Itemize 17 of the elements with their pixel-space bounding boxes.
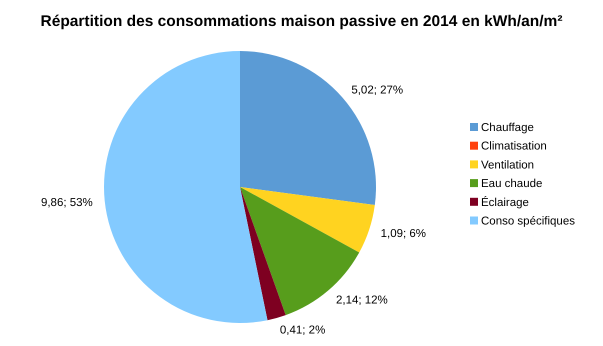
legend-label: Eau chaude xyxy=(481,178,542,190)
pie-slice xyxy=(240,187,360,316)
legend-label: Éclairage xyxy=(481,196,529,209)
legend-label: Chauffage xyxy=(481,122,534,134)
pie-slice xyxy=(240,187,375,252)
pie-slice xyxy=(104,51,268,323)
legend-label: Ventilation xyxy=(481,159,534,172)
pie-slice xyxy=(240,51,376,205)
data-label: 5,02; 27% xyxy=(351,84,404,96)
pie-slice xyxy=(240,187,286,320)
data-label: 0,41; 2% xyxy=(280,324,326,337)
data-label: 2,14; 12% xyxy=(336,294,388,307)
legend-label: Climatisation xyxy=(481,140,547,153)
data-label: 9,86; 53% xyxy=(40,197,93,210)
chart-title: Répartition des consommations maison passive en 2014 en kWh/an/m² xyxy=(40,13,562,30)
data-label: 1,09; 6% xyxy=(380,228,426,240)
legend-label: Conso spécifiques xyxy=(481,216,576,228)
